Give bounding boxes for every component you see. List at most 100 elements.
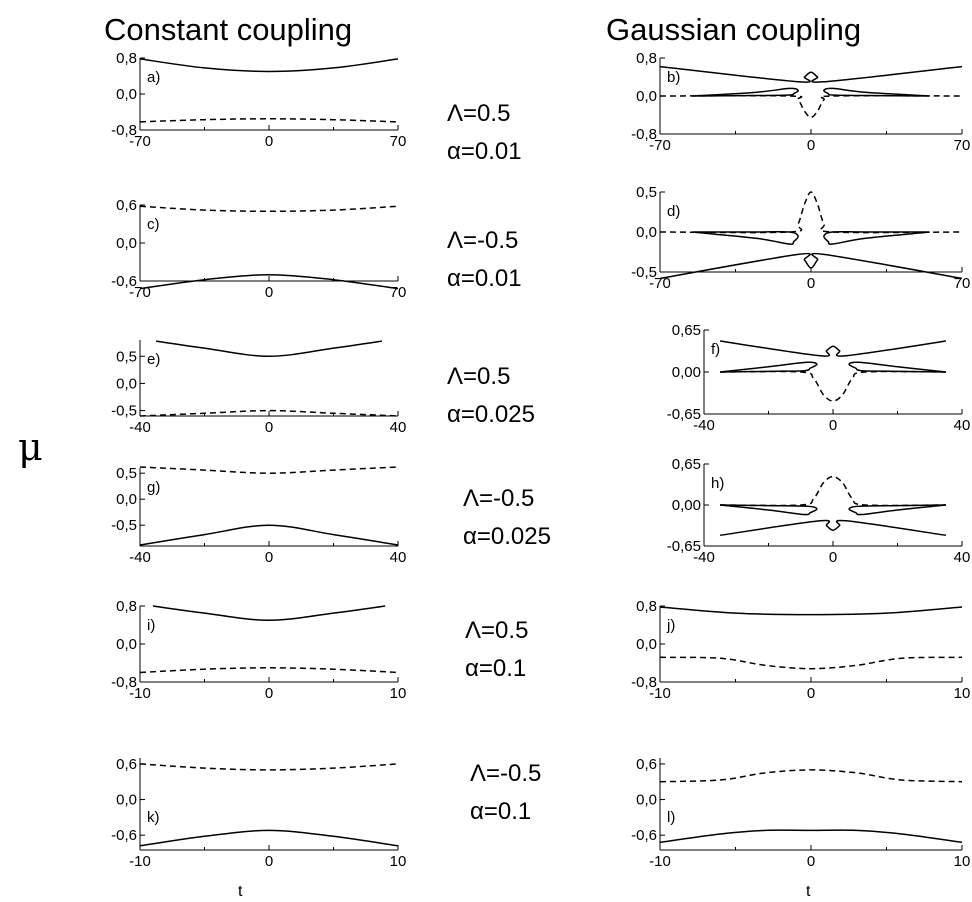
solid-curve xyxy=(659,606,963,616)
panel-d: 0,5 0,0 -0,5-70 0 70 d) xyxy=(631,184,970,292)
x-tick-label: -40 xyxy=(129,549,151,566)
dashed-curve xyxy=(139,763,399,771)
solid-curve xyxy=(719,519,947,537)
lambda-label: Λ=0.5 xyxy=(447,363,511,390)
y-tick-label: 0,8 xyxy=(636,50,657,67)
left-column-title: Constant coupling xyxy=(104,12,353,47)
panel-label: d) xyxy=(667,203,680,220)
alpha-label: α=0.01 xyxy=(447,265,522,292)
x-tick-label: 40 xyxy=(390,549,407,566)
param-block-1: Λ=0.5 α=0.01 xyxy=(447,95,522,171)
x-tick-label: 10 xyxy=(390,685,407,702)
x-tick-label: 10 xyxy=(954,853,971,870)
panel-f: 0,65 0,00 -0,65-40 0 40 f) xyxy=(667,322,971,434)
panel-label: h) xyxy=(711,475,724,492)
solid-curve xyxy=(720,504,818,516)
y-axis-label: μ xyxy=(18,425,43,469)
dashed-curve xyxy=(659,94,963,119)
y-tick-label: 0,0 xyxy=(116,86,137,103)
x-tick-label: -10 xyxy=(649,685,671,702)
x-tick-label: -70 xyxy=(649,275,671,292)
param-block-3: Λ=0.5 α=0.025 xyxy=(447,358,535,434)
dashed-curve xyxy=(659,191,963,234)
x-axis-label-right: t xyxy=(806,883,811,900)
solid-curve xyxy=(692,230,799,245)
lambda-label: Λ=-0.5 xyxy=(463,485,535,512)
panel-label: k) xyxy=(147,809,160,826)
panel-label: l) xyxy=(667,809,675,826)
x-tick-label: -10 xyxy=(129,853,151,870)
y-tick-label: -0,8 xyxy=(631,674,657,691)
y-tick-label: -0,65 xyxy=(667,538,701,555)
panel-k: 0,6 0,0 -0,6 -10 0 10 k) xyxy=(111,756,406,870)
solid-curve xyxy=(152,605,386,622)
x-tick-label: -70 xyxy=(129,133,151,150)
x-tick-label: 0 xyxy=(265,284,273,301)
x-tick-label: 0 xyxy=(829,549,837,566)
x-tick-label: 0 xyxy=(807,137,815,154)
x-tick-label: 40 xyxy=(954,549,971,566)
x-tick-label: -10 xyxy=(129,685,151,702)
x-axis-label-left: t xyxy=(238,883,243,900)
dashed-curve xyxy=(139,205,399,213)
solid-curve xyxy=(139,524,399,546)
dashed-curve xyxy=(659,769,963,783)
y-tick-label: 0,0 xyxy=(116,375,137,392)
y-tick-label: 0,00 xyxy=(672,497,701,514)
panel-c: 0,6 0,0 -0,6-70 0 70 c) xyxy=(111,197,406,301)
dashed-curve xyxy=(139,667,399,674)
panel-label: j) xyxy=(666,617,675,634)
y-tick-label: 0,0 xyxy=(116,491,137,508)
x-tick-label: 40 xyxy=(954,417,971,434)
solid-curve xyxy=(823,230,930,245)
y-tick-label: -0,65 xyxy=(667,406,701,423)
param-block-4: Λ=-0.5 α=0.025 xyxy=(463,480,551,556)
panel-label: f) xyxy=(711,341,720,358)
param-block-5: Λ=0.5 α=0.1 xyxy=(465,612,528,688)
lambda-label: Λ=0.5 xyxy=(447,100,511,127)
panel-e: 0,5 0,0 -0,5-40 0 40 e) xyxy=(111,340,406,436)
y-tick-label: 0,8 xyxy=(116,50,137,67)
panel-i: 0,8 0,0 -0,8-10 0 10 i) xyxy=(111,598,406,702)
y-tick-label: -0,8 xyxy=(111,122,137,139)
dashed-curve xyxy=(659,656,963,670)
solid-curve xyxy=(139,58,399,73)
panel-l: 0,6 0,0 -0,6 -10 0 10 l) xyxy=(631,756,970,870)
alpha-label: α=0.025 xyxy=(463,523,551,550)
lambda-label: Λ=0.5 xyxy=(465,617,529,644)
panel-label: a) xyxy=(147,69,160,86)
y-tick-label: -0,8 xyxy=(631,126,657,143)
dashed-curve xyxy=(720,370,946,402)
panel-g: 0,5 0,0 -0,5 -40 0 40 g) xyxy=(111,465,406,566)
solid-curve xyxy=(848,361,946,373)
y-tick-label: -0,5 xyxy=(631,264,657,281)
y-tick-label: -0,6 xyxy=(111,273,137,290)
x-tick-label: 10 xyxy=(390,853,407,870)
y-tick-label: 0,6 xyxy=(116,197,137,214)
panel-label: b) xyxy=(667,69,680,86)
x-tick-label: 0 xyxy=(265,853,273,870)
x-tick-label: -40 xyxy=(693,549,715,566)
y-tick-label: -0,6 xyxy=(631,827,657,844)
panel-b: 0,8 0,0 -0,8-70 0 70 b) xyxy=(631,50,970,154)
y-tick-label: 0,0 xyxy=(636,224,657,241)
y-tick-label: 0,8 xyxy=(116,598,137,615)
x-tick-label: 70 xyxy=(954,275,971,292)
x-tick-label: 70 xyxy=(390,133,407,150)
solid-curve xyxy=(659,252,963,280)
panel-label: e) xyxy=(147,351,160,368)
y-tick-label: -0,6 xyxy=(111,827,137,844)
alpha-label: α=0.1 xyxy=(465,655,527,682)
panel-h: 0,65 0,00 -0,65-40 0 40 h) xyxy=(667,456,971,566)
param-block-2: Λ=-0.5 α=0.01 xyxy=(447,222,522,298)
y-tick-label: -0,8 xyxy=(111,674,137,691)
x-tick-label: 40 xyxy=(390,419,407,436)
y-tick-label: 0,8 xyxy=(636,598,657,615)
dashed-curve xyxy=(139,466,399,474)
x-tick-label: -10 xyxy=(649,853,671,870)
y-tick-label: -0,5 xyxy=(111,517,137,534)
solid-curve xyxy=(719,340,947,357)
x-tick-label: 10 xyxy=(954,685,971,702)
lambda-label: Λ=-0.5 xyxy=(470,760,542,787)
dashed-curve xyxy=(139,118,399,123)
